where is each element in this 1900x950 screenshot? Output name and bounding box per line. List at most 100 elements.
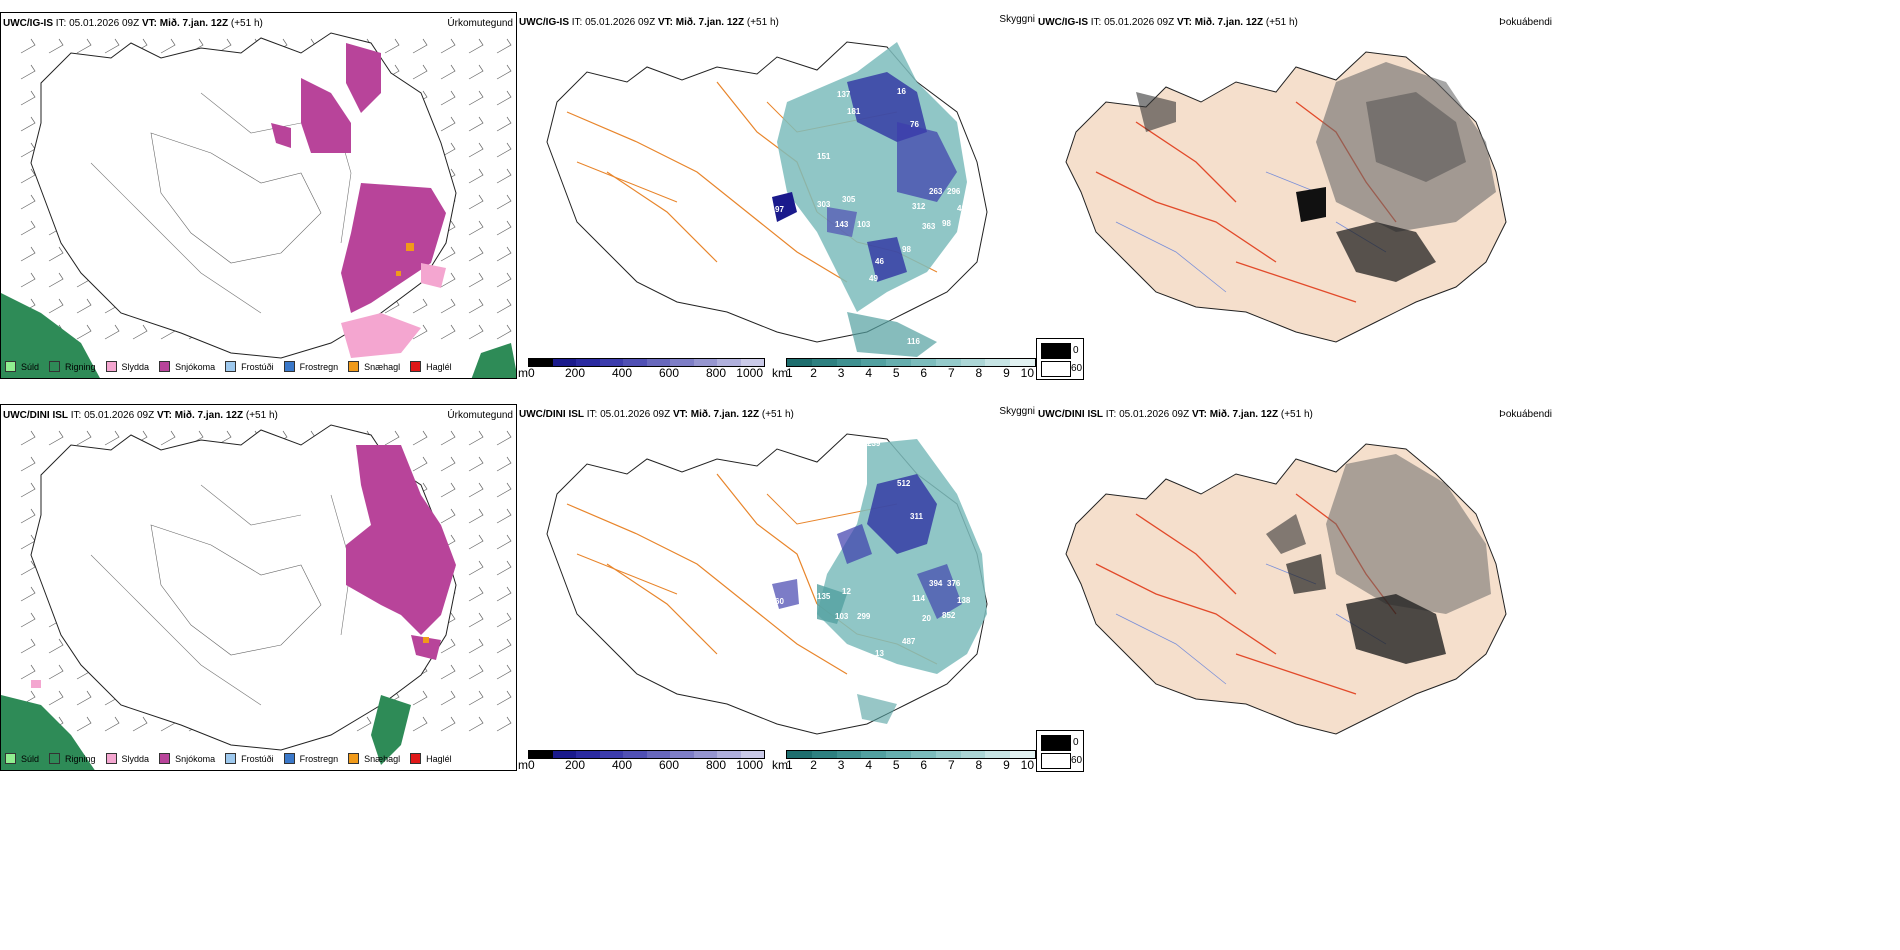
legend-label: Haglél <box>426 753 452 764</box>
wind-barb <box>20 194 36 210</box>
panel-title: Þokuábendi <box>1499 17 1552 28</box>
colorbar-segment <box>985 359 1011 366</box>
colorbar-tick: 2 <box>810 758 817 772</box>
wind-barb <box>468 612 484 628</box>
legend-label: Frostregn <box>299 753 339 764</box>
colorbar-tick: 800 <box>705 366 727 380</box>
legend-label: Snæhagl <box>364 361 401 372</box>
wind-barb <box>440 324 456 340</box>
colorbar-tick: 2 <box>810 366 817 380</box>
wind-barb <box>356 716 372 732</box>
colorbar-segment <box>960 751 986 758</box>
wind-barb <box>496 298 512 314</box>
legend-label: Súld <box>21 361 40 372</box>
wind-barb <box>496 456 512 472</box>
wind-barb <box>104 324 120 340</box>
colorbar-segment <box>935 751 961 758</box>
colorbar-tick: 8 <box>975 366 983 380</box>
legend-label: Rigning <box>65 361 96 372</box>
colorbar-segment <box>693 751 717 758</box>
panel-header: UWC/IG-IS IT: 05.01.2026 09Z VT: Mið. 7.… <box>519 17 779 28</box>
wind-barb <box>468 690 484 706</box>
wind-barb <box>76 716 92 732</box>
cloud-height-label: 363 <box>922 222 936 231</box>
wind-barb <box>76 430 92 446</box>
cloud-panel-bottom: UWC/DINI ISL IT: 05.01.2026 09Z VT: Mið.… <box>517 404 1035 771</box>
cloud-base-unit: m <box>518 366 528 380</box>
cloud-height-label: 13 <box>875 649 884 658</box>
wind-barb <box>440 664 456 680</box>
panel-header: UWC/DINI ISL IT: 05.01.2026 09Z VT: Mið.… <box>519 409 794 420</box>
wind-barb <box>160 430 176 446</box>
colorbar-segment <box>552 359 576 366</box>
panel-title: Úrkomutegund <box>447 18 513 29</box>
wind-barb <box>440 482 456 498</box>
cloud-height-label: 376 <box>947 579 961 588</box>
legend-label: Súld <box>21 753 40 764</box>
colorbar-segment <box>599 751 623 758</box>
legend-entry: Slydda <box>105 753 149 764</box>
colorbar-segment <box>552 751 576 758</box>
legend-entry: Snæhagl <box>348 753 400 764</box>
colorbar-segment <box>623 751 647 758</box>
cloud-height-label: 103 <box>857 220 871 229</box>
cloud-height-label: 303 <box>817 200 831 209</box>
cloud-height-label: 98 <box>902 245 911 254</box>
colorbar-segment <box>740 359 764 366</box>
wind-barb <box>20 482 36 498</box>
legend-swatch <box>283 753 295 764</box>
wind-barb <box>20 560 36 576</box>
cloud-height-label: 305 <box>842 195 856 204</box>
wind-barb <box>468 298 484 314</box>
legend-swatch <box>49 361 61 372</box>
visibility-colorbar <box>786 358 1036 367</box>
cloud-height-label: 852 <box>942 611 956 620</box>
wind-barb <box>496 508 512 524</box>
wind-barb <box>496 194 512 210</box>
colorbar-tick: 800 <box>705 758 727 772</box>
legend-swatch <box>5 753 16 764</box>
colorbar-segment <box>861 359 887 366</box>
colorbar-tick: 600 <box>658 758 680 772</box>
colorbar-tick: 200 <box>564 758 586 772</box>
cloud-panel-top: UWC/IG-IS IT: 05.01.2026 09Z VT: Mið. 7.… <box>517 12 1035 379</box>
wind-barb <box>48 638 64 654</box>
legend-swatch <box>283 361 295 372</box>
wind-barb <box>104 716 120 732</box>
panel-title: Skyggni <box>999 14 1035 25</box>
legend-swatch <box>410 753 422 764</box>
panel-title: Þokuábendi <box>1499 409 1552 420</box>
panel-header: UWC/DINI ISL IT: 05.01.2026 09Z VT: Mið.… <box>1038 409 1313 420</box>
wind-barb <box>20 168 36 184</box>
wind-barb <box>468 272 484 288</box>
wind-barb <box>440 64 456 80</box>
wind-barb <box>440 90 456 106</box>
cloud-height-label: 296 <box>947 187 961 196</box>
wind-barb <box>20 272 36 288</box>
colorbar-segment <box>910 359 936 366</box>
legend-swatch <box>410 361 422 372</box>
wind-barb <box>468 482 484 498</box>
wind-barb <box>468 194 484 210</box>
wind-barb <box>496 90 512 106</box>
colorbar-tick: 9 <box>1003 758 1010 772</box>
cloud-height-label: 263 <box>929 187 943 196</box>
colorbar-segment <box>960 359 986 366</box>
fog-panel-bottom: UWC/DINI ISL IT: 05.01.2026 09Z VT: Mið.… <box>1036 404 1554 771</box>
cloud-height-label: 98 <box>942 219 951 228</box>
legend-swatch <box>49 753 61 764</box>
colorbar-segment <box>886 751 911 758</box>
legend-entry: Rigning <box>49 753 96 764</box>
wind-barb <box>496 168 512 184</box>
cloud-height-label: 512 <box>897 479 911 488</box>
cloud-height-label: 487 <box>902 637 916 646</box>
wind-barb <box>496 716 512 732</box>
wind-barb <box>468 220 484 236</box>
cloud-height-label: 316 <box>847 499 861 508</box>
cloud-height-label: 76 <box>910 120 919 129</box>
cloud-height-label: 116 <box>907 337 920 346</box>
cloud-height-label: 57 <box>867 47 876 56</box>
legend-entry: Frostúði <box>225 753 274 764</box>
wind-barb <box>20 612 36 628</box>
cloud-height-label: 138 <box>957 596 971 605</box>
